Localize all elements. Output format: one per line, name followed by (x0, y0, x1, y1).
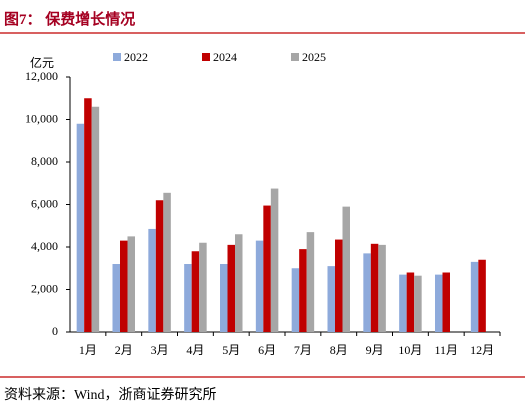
bar (414, 275, 422, 332)
bar (442, 272, 450, 332)
y-tick-label: 4,000 (31, 239, 58, 253)
bar (478, 259, 486, 332)
bar (127, 236, 135, 332)
bar (148, 228, 156, 332)
bar (291, 268, 300, 332)
bar (335, 239, 343, 332)
legend-swatch (291, 53, 299, 61)
x-tick-label: 12月 (470, 343, 494, 357)
bar (91, 106, 100, 332)
bar (399, 274, 407, 332)
x-tick-label: 3月 (151, 343, 169, 357)
bar (220, 264, 228, 332)
x-tick-label: 2月 (115, 343, 133, 357)
bar (470, 261, 479, 332)
legend-label: 2022 (124, 50, 148, 64)
x-tick-label: 6月 (258, 343, 276, 357)
legend-swatch (202, 53, 210, 61)
y-axis-label: 亿元 (30, 55, 54, 70)
x-tick-label: 11月 (434, 343, 458, 357)
bar (327, 266, 335, 332)
bar (199, 242, 207, 332)
bar (435, 274, 443, 332)
legend-label: 2025 (302, 50, 326, 64)
bar (191, 251, 200, 332)
bar (378, 244, 386, 332)
legend-label: 2024 (213, 50, 237, 64)
y-tick-label: 8,000 (31, 154, 58, 168)
bar (255, 240, 264, 332)
bar (235, 234, 243, 332)
y-tick-label: 10,000 (25, 111, 58, 125)
bar (84, 98, 92, 332)
x-tick-label: 8月 (330, 343, 348, 357)
y-tick-label: 12,000 (25, 69, 58, 83)
x-tick-label: 10月 (398, 343, 422, 357)
bar (163, 192, 171, 332)
bar (184, 264, 192, 332)
bar (155, 200, 164, 332)
y-tick-label: 6,000 (31, 196, 58, 210)
x-tick-label: 5月 (222, 343, 240, 357)
bar (370, 243, 379, 332)
bar (112, 264, 120, 332)
bar (363, 253, 371, 332)
bar (342, 206, 350, 332)
bar (306, 232, 315, 332)
bar (299, 249, 307, 332)
bar (227, 244, 235, 332)
bar (76, 123, 85, 332)
chart-title: 图7： 保费增长情况 (4, 10, 135, 28)
bar (406, 272, 415, 332)
x-tick-label: 9月 (366, 343, 384, 357)
bar (270, 188, 279, 332)
legend-swatch (113, 53, 121, 61)
bar (120, 240, 128, 332)
x-tick-label: 4月 (186, 343, 204, 357)
x-tick-label: 1月 (79, 343, 97, 357)
x-tick-label: 7月 (294, 343, 312, 357)
y-tick-label: 0 (52, 324, 58, 338)
source-note: 资料来源：Wind，浙商证券研究所 (4, 387, 217, 403)
bar (263, 205, 271, 332)
y-tick-label: 2,000 (31, 281, 58, 295)
